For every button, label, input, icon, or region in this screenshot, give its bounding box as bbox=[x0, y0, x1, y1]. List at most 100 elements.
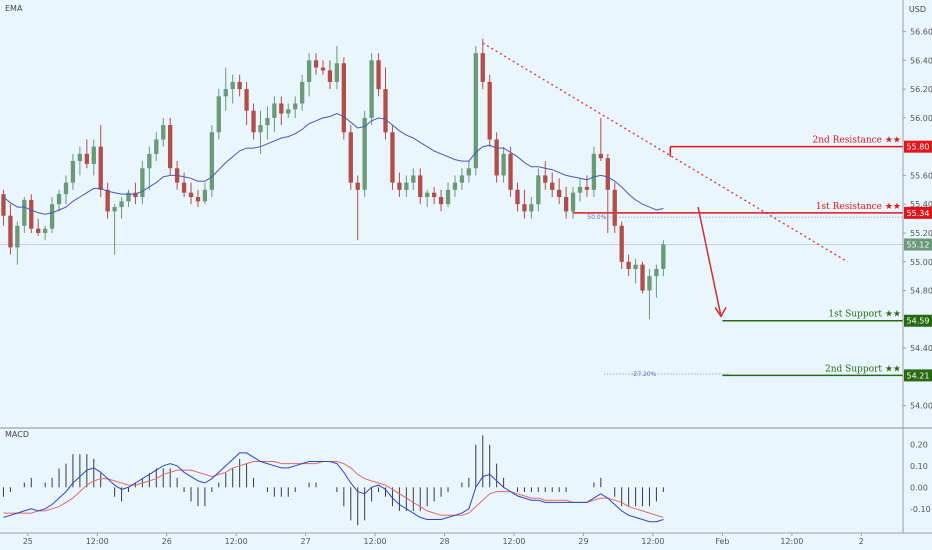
time-tick-label: 25 bbox=[23, 537, 33, 546]
time-tick-label: 12:00 bbox=[780, 537, 803, 546]
candle-body bbox=[557, 189, 562, 198]
projection-arrow-head bbox=[714, 307, 727, 318]
candle-body bbox=[383, 89, 388, 133]
candles bbox=[1, 38, 666, 320]
candle-body bbox=[216, 96, 221, 133]
candle-body bbox=[487, 81, 492, 140]
candle-body bbox=[223, 89, 228, 97]
candle-body bbox=[404, 182, 409, 190]
price-tick-label: 56.60 bbox=[910, 28, 932, 37]
candle-body bbox=[584, 186, 590, 190]
price-tick-label: 56.40 bbox=[910, 56, 932, 65]
candle-body bbox=[140, 168, 145, 198]
candle-body bbox=[36, 228, 41, 233]
candle-body bbox=[591, 153, 597, 190]
level-price-tag-text: 54.59 bbox=[907, 317, 930, 326]
level-price-tag-text: 55.34 bbox=[907, 209, 930, 218]
candle-body bbox=[418, 175, 423, 198]
candle-body bbox=[633, 264, 638, 269]
level-label: 1st Resistance ★★ bbox=[816, 202, 901, 212]
candle-body bbox=[209, 132, 215, 190]
candle-body bbox=[49, 204, 55, 229]
candle-body bbox=[300, 81, 305, 104]
candle-body bbox=[577, 186, 583, 193]
macd-tick-label: 0.00 bbox=[910, 483, 928, 492]
indicator-label: EMA bbox=[5, 4, 23, 13]
fib-label-upper: 50.0% bbox=[587, 214, 606, 221]
candle-body bbox=[459, 175, 465, 183]
candle-body bbox=[362, 117, 367, 190]
ema-layer bbox=[3, 113, 664, 215]
candle-body bbox=[181, 182, 187, 193]
candle-body bbox=[237, 81, 242, 90]
time-tick-label: 12:00 bbox=[502, 537, 525, 546]
level-label: 1st Support ★★ bbox=[828, 310, 901, 320]
level-price-tag bbox=[904, 140, 932, 153]
descending-trendline bbox=[482, 42, 848, 263]
candle-body bbox=[272, 103, 277, 118]
candle-body bbox=[445, 189, 451, 205]
price-tick-label: 55.20 bbox=[910, 229, 932, 238]
candle-body bbox=[647, 276, 652, 291]
candle-body bbox=[536, 175, 541, 205]
candle-body bbox=[654, 268, 659, 277]
macd-tick-label: -0.10 bbox=[910, 505, 931, 514]
candle-body bbox=[640, 264, 645, 291]
level-price-tag bbox=[904, 314, 932, 327]
time-tick-label: 12:00 bbox=[364, 537, 387, 546]
candle-body bbox=[563, 197, 569, 212]
candle-body bbox=[480, 53, 485, 82]
candle-body bbox=[244, 89, 249, 111]
candle-body bbox=[188, 192, 194, 198]
candle-body bbox=[293, 103, 298, 110]
level-price-tag bbox=[904, 369, 932, 382]
candle-body bbox=[466, 168, 472, 176]
time-tick-label: 27 bbox=[301, 537, 311, 546]
price-tick-label: 55.60 bbox=[910, 171, 932, 180]
price-tick-label: 54.40 bbox=[910, 344, 932, 353]
time-tick-label: 29 bbox=[578, 537, 588, 546]
candle-body bbox=[501, 153, 506, 176]
candle-body bbox=[341, 63, 346, 133]
candle-body bbox=[105, 189, 110, 212]
current-price-tag bbox=[904, 238, 932, 251]
candle-body bbox=[348, 132, 353, 183]
candle-body bbox=[147, 153, 152, 169]
time-tick-label: 28 bbox=[439, 537, 449, 546]
candle-body bbox=[98, 146, 103, 190]
candle-body bbox=[390, 132, 395, 183]
level-label: 2nd Support ★★ bbox=[825, 364, 901, 374]
ema-line bbox=[3, 113, 664, 215]
labels: 50.0% -27.20% 2nd Resistance ★★ 55.80 1st Re… bbox=[587, 136, 932, 382]
candle-body bbox=[473, 53, 478, 169]
candle-body bbox=[327, 70, 333, 82]
candle-body bbox=[369, 60, 374, 118]
candle-body bbox=[56, 194, 62, 205]
candle-body bbox=[452, 182, 458, 190]
candle-body bbox=[29, 199, 34, 229]
candle-body bbox=[126, 192, 131, 202]
candle-body bbox=[522, 204, 527, 212]
candle-body bbox=[63, 182, 69, 195]
candle-body bbox=[84, 153, 89, 164]
macd-label: MACD bbox=[5, 430, 29, 439]
macd-tick-label: 0.10 bbox=[910, 462, 928, 471]
level-price-tag-text: 54.21 bbox=[907, 371, 930, 380]
candle-body bbox=[22, 199, 27, 226]
candle-body bbox=[133, 192, 138, 198]
candle-body bbox=[438, 197, 444, 205]
candle-body bbox=[306, 60, 312, 82]
time-tick-label: 12:00 bbox=[641, 537, 664, 546]
macd-layer bbox=[2, 435, 664, 526]
level-label: 2nd Resistance ★★ bbox=[812, 136, 901, 146]
candle-body bbox=[411, 175, 416, 183]
price-tick-label: 55.40 bbox=[910, 200, 932, 209]
candle-body bbox=[119, 201, 124, 208]
price-tick-label: 54.80 bbox=[910, 287, 932, 296]
candle-body bbox=[376, 60, 381, 90]
time-tick-label: 12:00 bbox=[86, 537, 109, 546]
time-tick-label: Feb bbox=[715, 537, 729, 546]
